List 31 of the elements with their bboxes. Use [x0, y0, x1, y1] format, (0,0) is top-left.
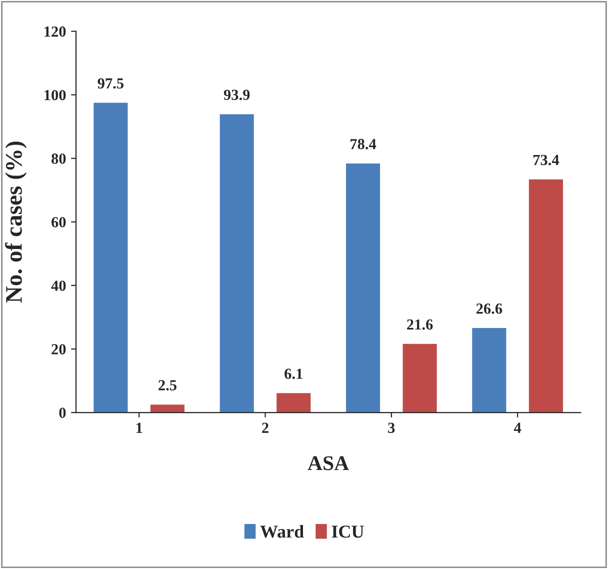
- bar: [276, 393, 311, 413]
- x-axis-title: ASA: [308, 456, 350, 470]
- y-tick-label: 100: [44, 90, 66, 100]
- y-tick-label: 40: [51, 280, 66, 291]
- bar: [402, 344, 437, 413]
- legend-label: Ward: [260, 524, 304, 538]
- x-tick-label: 4: [514, 422, 522, 433]
- data-label: 26.6: [476, 304, 502, 314]
- legend-label: ICU: [332, 526, 364, 538]
- x-tick-label: 1: [136, 422, 142, 433]
- data-label: 6.1: [284, 368, 302, 379]
- y-tick-label: 80: [52, 154, 66, 164]
- bar: [528, 179, 563, 413]
- y-tick-label: 0: [59, 408, 66, 418]
- data-label: 73.4: [533, 154, 560, 166]
- bar: [346, 163, 380, 413]
- x-tick-label: 3: [388, 422, 395, 433]
- bar: [150, 404, 184, 413]
- bar: [220, 114, 254, 413]
- bar: [472, 328, 506, 413]
- y-tick-label: 60: [52, 217, 66, 228]
- data-label: 97.5: [98, 78, 124, 89]
- data-label: 93.9: [224, 90, 250, 100]
- data-label: 2.5: [158, 380, 176, 390]
- bar: [94, 102, 128, 413]
- y-tick-label: 120: [44, 26, 66, 37]
- data-label: 78.4: [350, 138, 376, 150]
- y-tick-label: 20: [52, 344, 66, 354]
- x-tick-label: 2: [262, 422, 268, 433]
- data-label: 21.6: [407, 319, 433, 330]
- y-axis-title: No. of cases (%): [5, 142, 27, 303]
